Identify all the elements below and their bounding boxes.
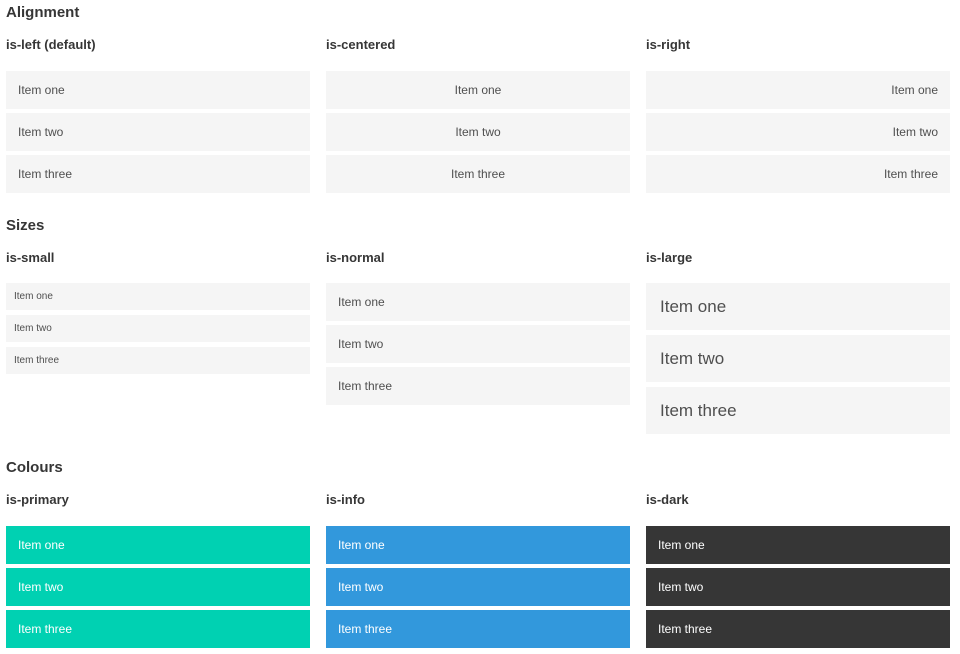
example-column-is-primary: is-primary Item one Item two Item three	[6, 493, 310, 651]
list-item: Item two	[646, 567, 950, 606]
list-item: Item one	[646, 525, 950, 564]
list-item: Item one	[6, 283, 310, 311]
list-item: Item two	[326, 325, 630, 364]
examples-grid: is-left (default) Item one Item two Item…	[6, 37, 950, 196]
list-item: Item one	[326, 70, 630, 109]
list-item: Item three	[6, 347, 310, 375]
column-label: is-right	[646, 37, 691, 53]
list-item: Item two	[326, 567, 630, 606]
column-label: is-left (default)	[6, 37, 96, 53]
list-item: Item one	[326, 283, 630, 322]
list-item: Item three	[646, 609, 950, 648]
column-label: is-small	[6, 249, 55, 265]
section-colours: Colours is-primary Item one Item two Ite…	[6, 459, 950, 652]
list-item: Item two	[6, 315, 310, 343]
list-item: Item two	[646, 335, 950, 383]
example-column-is-left: is-left (default) Item one Item two Item…	[6, 37, 310, 196]
list-item: Item three	[326, 154, 630, 193]
examples-grid: is-small Item one Item two Item three is…	[6, 249, 950, 439]
list-item: Item three	[646, 154, 950, 193]
list-item: Item two	[6, 112, 310, 151]
list-item: Item three	[326, 609, 630, 648]
section-title: Sizes	[6, 216, 45, 234]
list-item: Item one	[646, 283, 950, 331]
example-column-is-dark: is-dark Item one Item two Item three	[646, 493, 950, 651]
column-label: is-large	[646, 249, 693, 265]
list-item: Item two	[6, 567, 310, 606]
list-item: Item one	[6, 525, 310, 564]
example-column-is-info: is-info Item one Item two Item three	[326, 493, 630, 651]
list-item: Item one	[646, 70, 950, 109]
section-title: Colours	[6, 459, 63, 477]
section-alignment: Alignment is-left (default) Item one Ite…	[6, 4, 950, 197]
list-item: Item three	[646, 387, 950, 435]
list-item: Item two	[646, 112, 950, 151]
list-item: Item one	[6, 70, 310, 109]
section-sizes: Sizes is-small Item one Item two Item th…	[6, 217, 950, 440]
column-label: is-info	[326, 492, 365, 508]
example-column-is-small: is-small Item one Item two Item three	[6, 249, 310, 439]
column-label: is-centered	[326, 37, 396, 53]
list-item: Item two	[326, 112, 630, 151]
example-column-is-right: is-right Item one Item two Item three	[646, 37, 950, 196]
column-label: is-dark	[646, 492, 689, 508]
list-item: Item three	[6, 154, 310, 193]
example-column-is-centered: is-centered Item one Item two Item three	[326, 37, 630, 196]
column-label: is-normal	[326, 249, 385, 265]
section-title: Alignment	[6, 4, 80, 21]
list-item: Item three	[6, 609, 310, 648]
example-column-is-large: is-large Item one Item two Item three	[646, 249, 950, 439]
list-item: Item one	[326, 525, 630, 564]
list-item: Item three	[326, 367, 630, 406]
examples-grid: is-primary Item one Item two Item three …	[6, 493, 950, 651]
column-label: is-primary	[6, 492, 69, 508]
example-column-is-normal: is-normal Item one Item two Item three	[326, 249, 630, 439]
